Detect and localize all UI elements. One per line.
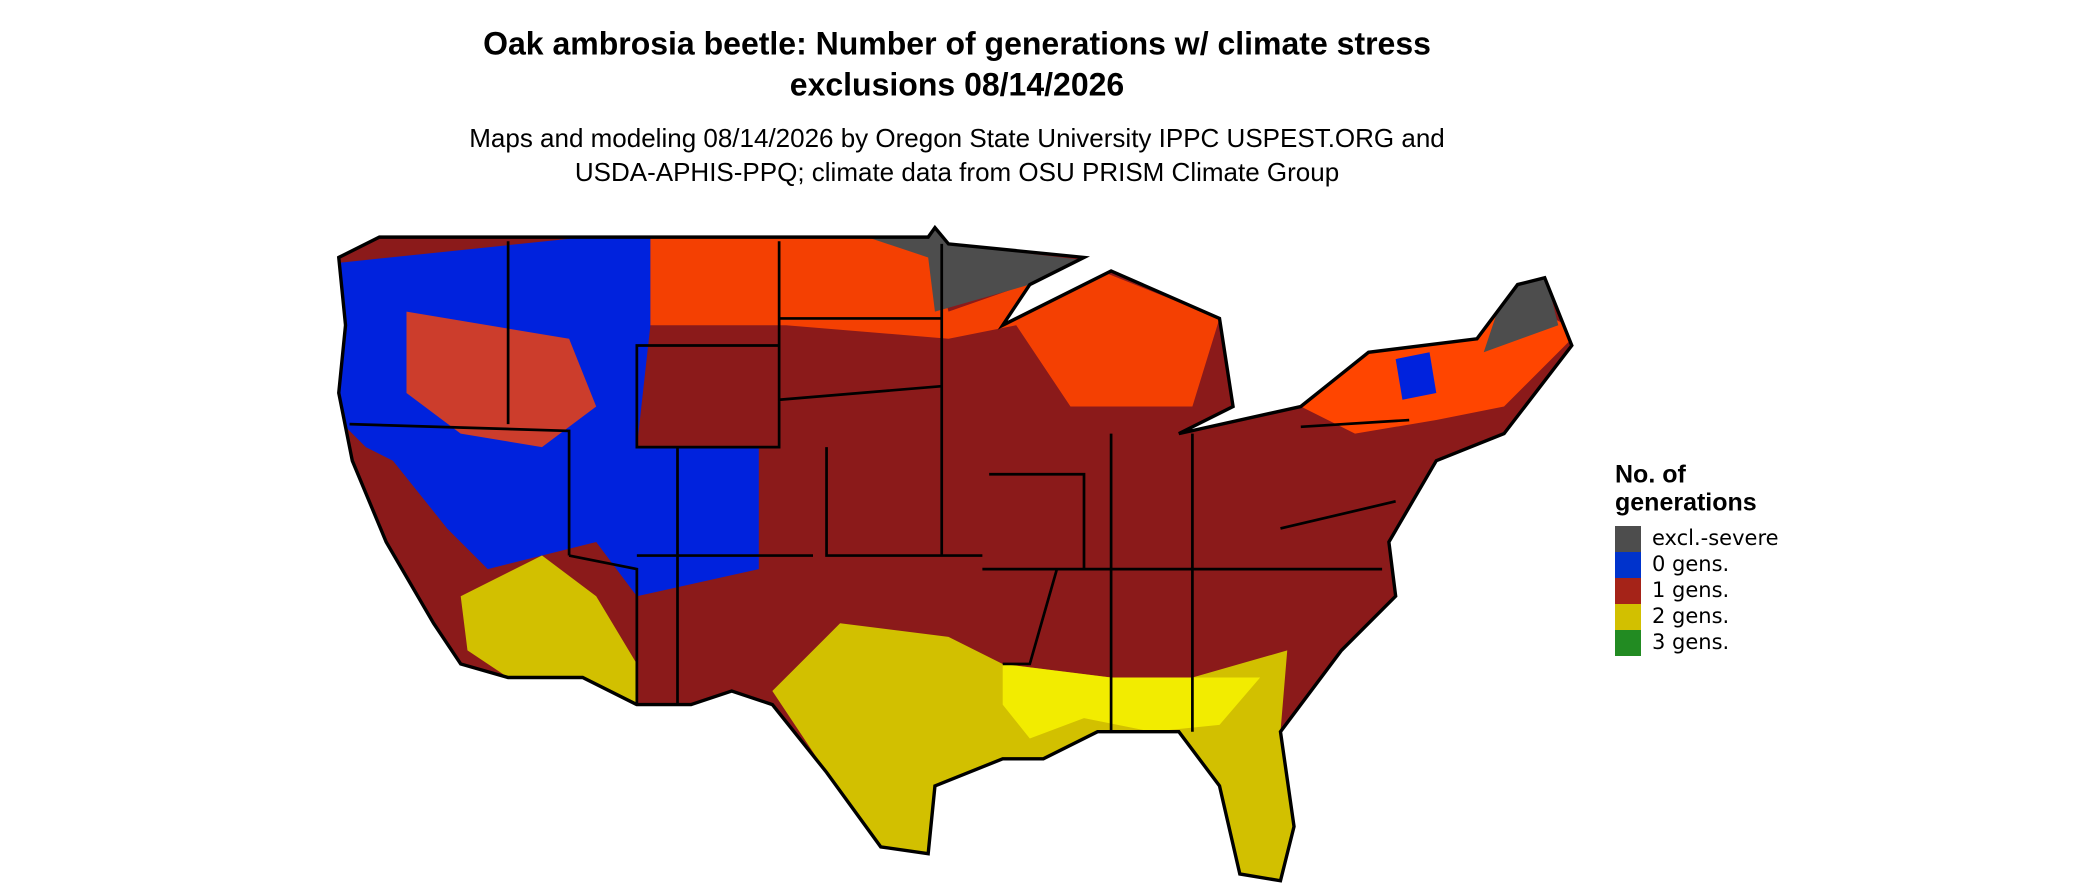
region-1-gen-cool [406, 311, 597, 448]
us-map [336, 224, 1574, 883]
title-line: exclusions 08/14/2026 [790, 66, 1124, 102]
subtitle-line: USDA-APHIS-PPQ; climate data from OSU PR… [575, 157, 1339, 187]
legend-swatch [1615, 552, 1641, 578]
region-0-gen [1395, 352, 1437, 400]
legend-title: No. of [1615, 461, 1686, 489]
us-outline [336, 224, 1574, 883]
legend-title: generations [1615, 489, 1757, 517]
legend-swatch [1615, 578, 1641, 604]
subtitle-line: Maps and modeling 08/14/2026 by Oregon S… [469, 123, 1445, 153]
legend-label: 3 gens. [1652, 630, 1729, 654]
legend-label: 2 gens. [1652, 604, 1729, 628]
region-excluded [846, 227, 1085, 312]
region-2-gen [1002, 663, 1261, 739]
region-2-gen [460, 555, 637, 705]
legend-swatch [1615, 526, 1641, 552]
legend-label: 0 gens. [1652, 552, 1729, 576]
region-excluded [1483, 271, 1559, 353]
legend-swatch [1615, 604, 1641, 630]
legend-label: 1 gens. [1652, 578, 1729, 602]
legend-swatch [1615, 630, 1641, 656]
state-borders [349, 241, 1410, 732]
title-line: Oak ambrosia beetle: Number of generatio… [483, 25, 1431, 61]
legend-label: excl.-severe [1652, 526, 1779, 550]
